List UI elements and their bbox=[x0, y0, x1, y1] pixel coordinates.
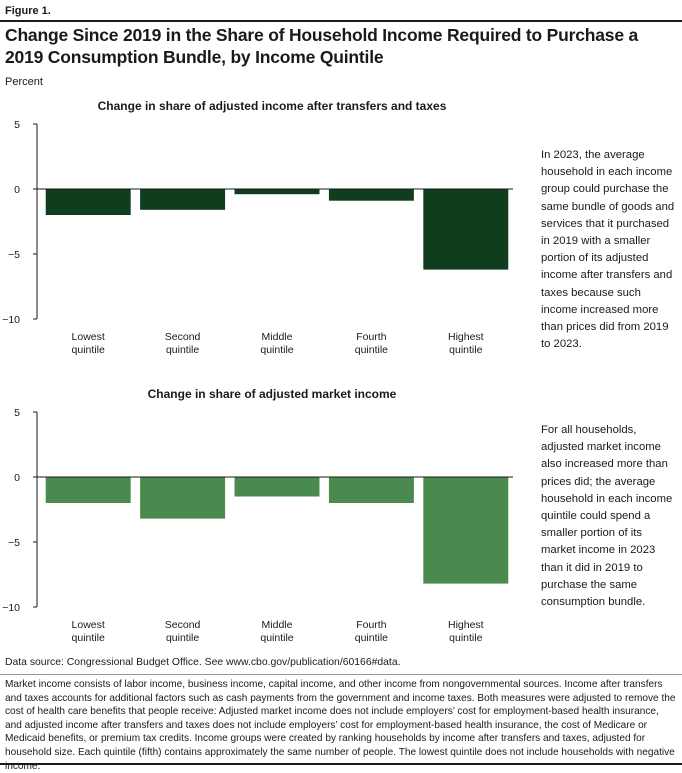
y-tick-label: −10 bbox=[2, 602, 20, 614]
chart-title: Change in share of adjusted income after… bbox=[98, 99, 447, 113]
chart-panel-1: Change in share of adjusted income after… bbox=[2, 99, 513, 356]
source-suffix: . bbox=[397, 657, 401, 668]
bar-3 bbox=[234, 189, 320, 195]
bar-4 bbox=[328, 189, 414, 201]
x-tick-label: quintile bbox=[166, 344, 199, 356]
unit-label: Percent bbox=[5, 76, 43, 88]
bar-2 bbox=[140, 189, 226, 210]
x-tick-label: quintile bbox=[355, 632, 388, 644]
bar-1 bbox=[45, 189, 131, 215]
side-note-1: In 2023, the average household in each i… bbox=[541, 149, 675, 351]
bar-1 bbox=[45, 477, 131, 503]
bar-4 bbox=[328, 477, 414, 503]
figure-title: Change Since 2019 in the Share of Househ… bbox=[5, 25, 639, 67]
chart-title: Change in share of adjusted market incom… bbox=[148, 387, 397, 401]
source-link[interactable]: www.cbo.gov/publication/60166#data bbox=[226, 657, 398, 668]
x-tick-label: Middle bbox=[262, 619, 293, 631]
x-tick-label: Second bbox=[165, 619, 201, 631]
notes-divider bbox=[0, 674, 682, 675]
bar-5 bbox=[423, 189, 509, 270]
x-tick-label: quintile bbox=[260, 344, 293, 356]
x-tick-label: quintile bbox=[72, 344, 105, 356]
x-tick-label: Fourth bbox=[356, 331, 387, 343]
y-tick-label: 5 bbox=[14, 407, 20, 419]
bar-5 bbox=[423, 477, 509, 584]
x-tick-label: Second bbox=[165, 331, 201, 343]
x-tick-label: Highest bbox=[448, 619, 484, 631]
x-tick-label: Middle bbox=[262, 331, 293, 343]
x-tick-label: Highest bbox=[448, 331, 484, 343]
bottom-rule bbox=[0, 763, 682, 765]
x-tick-label: quintile bbox=[449, 632, 482, 644]
chart-panel-2: Change in share of adjusted market incom… bbox=[2, 387, 513, 644]
notes-text: Market income consists of labor income, … bbox=[5, 679, 676, 772]
data-source: Data source: Congressional Budget Office… bbox=[5, 657, 677, 668]
x-tick-label: quintile bbox=[260, 632, 293, 644]
bar-2 bbox=[140, 477, 226, 519]
y-tick-label: 0 bbox=[14, 472, 20, 484]
y-tick-label: −10 bbox=[2, 314, 20, 326]
x-tick-label: Lowest bbox=[72, 331, 105, 343]
x-tick-label: quintile bbox=[449, 344, 482, 356]
y-tick-label: −5 bbox=[8, 537, 20, 549]
x-tick-label: quintile bbox=[166, 632, 199, 644]
side-note-2: For all households, adjusted market inco… bbox=[541, 424, 673, 609]
x-tick-label: Lowest bbox=[72, 619, 105, 631]
source-prefix: Data source: Congressional Budget Office… bbox=[5, 657, 227, 668]
x-tick-label: quintile bbox=[355, 344, 388, 356]
y-tick-label: 5 bbox=[14, 119, 20, 131]
bar-3 bbox=[234, 477, 320, 497]
y-tick-label: −5 bbox=[8, 249, 20, 261]
top-rule bbox=[0, 20, 682, 22]
x-tick-label: Fourth bbox=[356, 619, 387, 631]
y-tick-label: 0 bbox=[14, 184, 20, 196]
x-tick-label: quintile bbox=[72, 632, 105, 644]
figure-label: Figure 1. bbox=[5, 5, 51, 17]
